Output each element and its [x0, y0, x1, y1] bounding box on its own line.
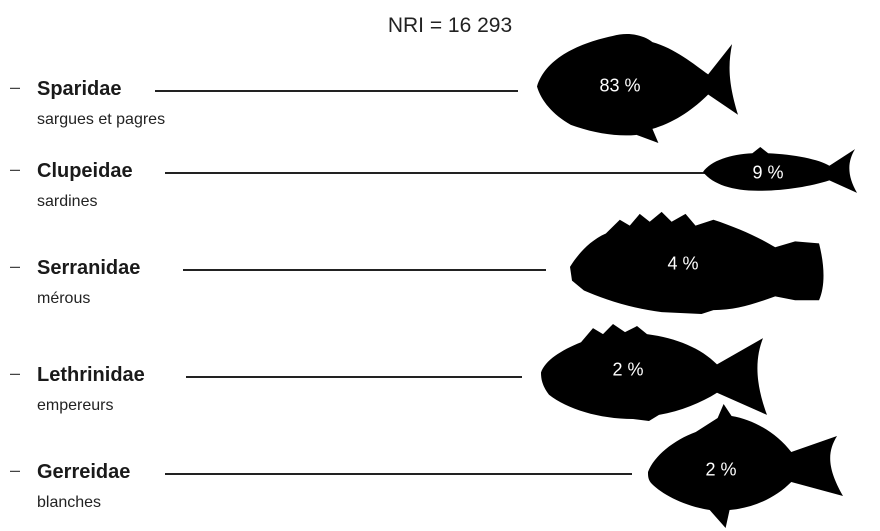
family-name: Clupeidae	[37, 160, 133, 182]
value-label: 83 %	[599, 75, 641, 96]
fish-body	[536, 34, 739, 143]
value-label: 9 %	[752, 162, 784, 183]
leader-line	[165, 172, 705, 174]
fish-silhouette-icon	[703, 147, 858, 193]
value-label: 4 %	[667, 253, 699, 274]
common-name: sardines	[37, 193, 98, 210]
family-name: Serranidae	[37, 257, 141, 279]
family-name: Gerreidae	[37, 461, 131, 483]
value-label: 2 %	[705, 459, 737, 480]
common-name: sargues et pagres	[37, 111, 166, 128]
row-bullet: –	[10, 460, 21, 480]
common-name: blanches	[37, 494, 102, 511]
row-bullet: –	[10, 256, 21, 276]
fish-body	[570, 211, 824, 315]
fish-silhouette-icon	[541, 324, 767, 421]
fish-silhouette-icon	[536, 34, 739, 143]
family-name: Sparidae	[37, 78, 122, 100]
row-bullet: –	[10, 77, 21, 97]
fish-body	[541, 324, 767, 421]
family-name: Lethrinidae	[37, 364, 145, 386]
fish-body	[648, 404, 844, 528]
fish-silhouette-icon	[648, 404, 844, 528]
row-bullet: –	[10, 159, 21, 179]
fish-silhouette-icon	[570, 211, 824, 315]
leader-line	[165, 473, 632, 475]
value-label: 2 %	[612, 359, 644, 380]
leader-line	[183, 269, 546, 271]
leader-line	[186, 376, 522, 378]
fish-body	[703, 147, 858, 193]
leader-line	[155, 90, 518, 92]
common-name: mérous	[37, 290, 91, 307]
row-bullet: –	[10, 363, 21, 383]
chart-title: NRI = 16 293	[387, 14, 513, 37]
common-name: empereurs	[37, 397, 114, 414]
